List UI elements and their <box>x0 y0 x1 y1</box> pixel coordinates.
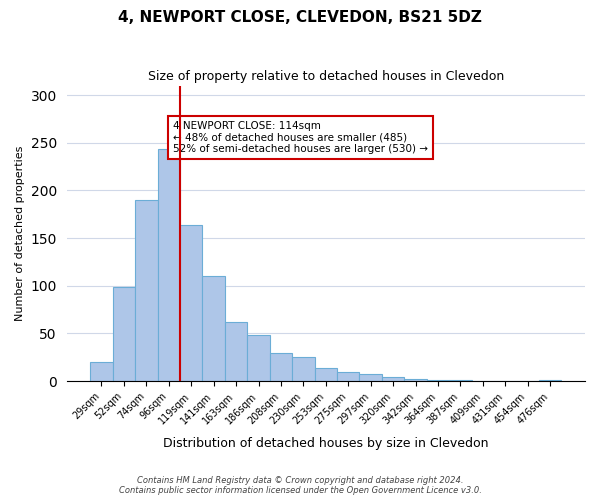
Bar <box>90 362 113 381</box>
Bar <box>314 368 337 381</box>
Bar <box>113 287 135 381</box>
Bar <box>382 378 404 381</box>
Bar <box>539 380 562 381</box>
Title: Size of property relative to detached houses in Clevedon: Size of property relative to detached ho… <box>148 70 504 83</box>
Bar <box>247 336 270 381</box>
Bar <box>270 352 292 381</box>
Bar <box>225 322 247 381</box>
Bar <box>180 225 202 381</box>
Bar <box>292 358 314 381</box>
Bar <box>337 372 359 381</box>
Y-axis label: Number of detached properties: Number of detached properties <box>15 146 25 321</box>
Text: 4 NEWPORT CLOSE: 114sqm
← 48% of detached houses are smaller (485)
52% of semi-d: 4 NEWPORT CLOSE: 114sqm ← 48% of detache… <box>173 121 428 154</box>
Bar <box>427 380 449 381</box>
Text: Contains HM Land Registry data © Crown copyright and database right 2024.
Contai: Contains HM Land Registry data © Crown c… <box>119 476 481 495</box>
Bar <box>359 374 382 381</box>
Bar <box>449 380 472 381</box>
Bar <box>404 380 427 381</box>
Bar <box>158 150 180 381</box>
Bar <box>135 200 158 381</box>
Text: 4, NEWPORT CLOSE, CLEVEDON, BS21 5DZ: 4, NEWPORT CLOSE, CLEVEDON, BS21 5DZ <box>118 10 482 25</box>
X-axis label: Distribution of detached houses by size in Clevedon: Distribution of detached houses by size … <box>163 437 488 450</box>
Bar <box>202 276 225 381</box>
